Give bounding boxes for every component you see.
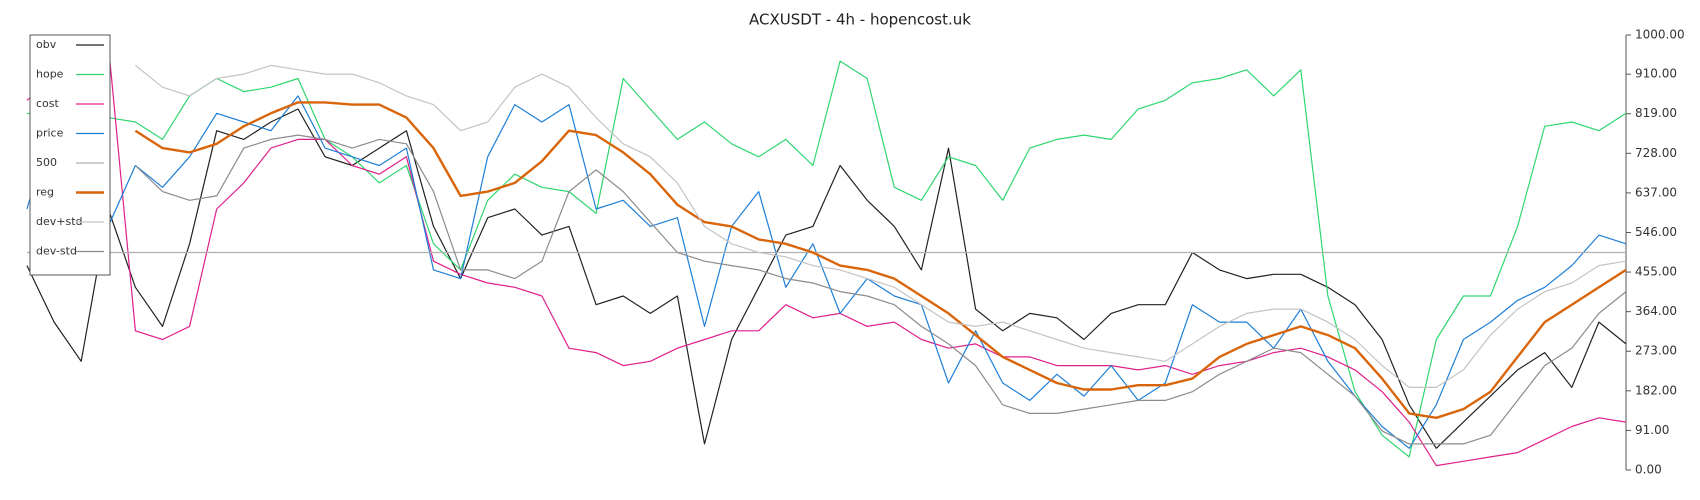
legend-label: obv [36,38,57,51]
legend-label: price [36,127,64,140]
legend-label: hope [36,68,64,81]
y-tick-label: 910.00 [1635,67,1677,81]
series-line [26,108,1627,449]
legend-label: dev+std [36,215,83,228]
legend: obv hope cost price 500 reg dev+std dev-std [29,34,111,276]
y-tick-label: 455.00 [1635,265,1677,279]
legend-label: 500 [36,156,57,169]
y-tick-label: 91.00 [1635,423,1669,437]
y-tick-label: 364.00 [1635,304,1677,318]
series-line [134,134,1627,445]
y-tick-label: 0.00 [1635,463,1662,477]
y-tick-label: 819.00 [1635,106,1677,120]
y-tick-label: 546.00 [1635,225,1677,239]
legend-label: reg [36,186,54,199]
y-tick-label: 273.00 [1635,344,1677,358]
legend-label: dev-std [36,245,77,258]
legend-label: cost [36,97,60,110]
y-tick-label: 182.00 [1635,383,1677,397]
series-line [135,64,1627,388]
y-tick-label: 637.00 [1635,185,1677,199]
chart-title: ACXUSDT - 4h - hopencost.uk [749,11,971,29]
series-line [134,101,1627,419]
y-tick-label: 728.00 [1635,146,1677,160]
series-line [26,60,1627,458]
series-line [26,43,1627,467]
y-tick-label: 1000.00 [1635,28,1685,42]
